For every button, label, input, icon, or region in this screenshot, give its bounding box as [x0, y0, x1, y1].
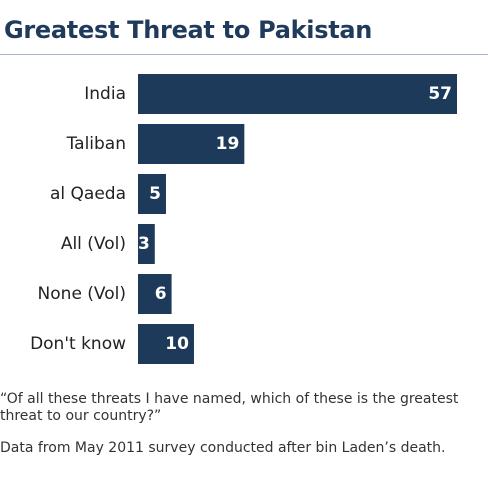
category-label-none-vol: None (Vol): [38, 284, 126, 304]
category-label-all-vol: All (Vol): [61, 234, 126, 254]
value-label-don-t-know: 10: [165, 334, 189, 354]
value-label-all-vol: 3: [138, 234, 150, 254]
title-divider: [0, 54, 488, 55]
bar-chart: India 57 Taliban 19 al Qaeda 5 All (Vol) 3 None …: [30, 74, 457, 364]
category-label-taliban: Taliban: [66, 134, 126, 154]
bar-don-t-know: [138, 324, 194, 364]
source-note: Data from May 2011 survey conducted afte…: [0, 440, 446, 456]
bar-taliban: [138, 124, 245, 164]
bar-al-qaeda: [138, 174, 166, 214]
category-label-don-t-know: Don't know: [30, 334, 126, 354]
value-label-al-qaeda: 5: [149, 184, 161, 204]
bar-india: [138, 74, 457, 114]
question-note: “Of all these threats I have named, whic…: [0, 391, 459, 424]
value-label-none-vol: 6: [155, 284, 167, 304]
category-label-india: India: [84, 84, 126, 104]
value-label-taliban: 19: [216, 134, 240, 154]
bar-all-vol: [138, 224, 155, 264]
bar-none-vol: [138, 274, 172, 314]
value-label-india: 57: [428, 84, 452, 104]
category-label-al-qaeda: al Qaeda: [50, 184, 126, 204]
chart-title: Greatest Threat to Pakistan: [4, 16, 373, 44]
